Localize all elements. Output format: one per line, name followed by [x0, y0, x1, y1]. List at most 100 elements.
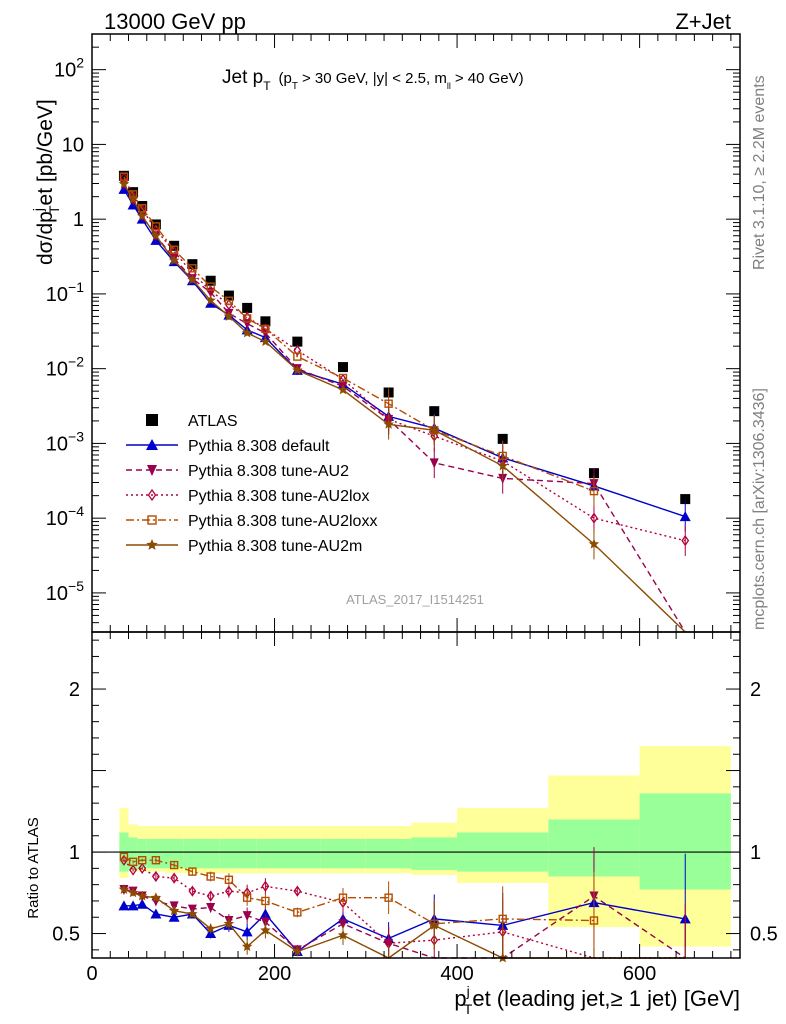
- x-tick-label: 600: [623, 963, 656, 985]
- x-tick-label: 200: [258, 963, 291, 985]
- legend-entry-atlas: ATLAS: [146, 413, 238, 430]
- y-tick-label: 10−4: [46, 503, 84, 530]
- ratio-band-inner: [165, 839, 184, 869]
- ratio-y-tick-label: 2: [750, 679, 761, 701]
- legend-label-au2lox: Pythia 8.308 tune-AU2lox: [188, 488, 369, 505]
- ratio-point-au2loxx: [119, 852, 129, 862]
- ratio-point-default: [150, 908, 162, 919]
- data-point-au2loxx: [293, 352, 302, 361]
- legend-marker: [146, 539, 158, 550]
- ratio-point-au2lox: [188, 885, 197, 897]
- data-point-au2m: [588, 538, 600, 549]
- legend-marker: [147, 488, 157, 502]
- legend-entry-default: Pythia 8.308 default: [126, 438, 330, 455]
- y-tick-label: 10−1: [46, 279, 84, 306]
- ratio-y-tick-label: 1: [69, 842, 80, 864]
- data-point-au2m: [127, 193, 139, 204]
- data-point-au2m: [187, 274, 198, 285]
- data-point-au2m: [260, 336, 271, 347]
- ratio-series-au2m: [118, 884, 686, 963]
- data-point-au2m: [241, 327, 253, 338]
- legend-marker: [146, 414, 158, 426]
- ratio-point-au2loxx: [293, 908, 302, 917]
- data-point-atlas: [680, 494, 691, 505]
- rivet-label: Rivet 3.1.10, ≥ 2.2M events: [751, 75, 768, 270]
- ratio-y-tick-label: 0.5: [750, 924, 778, 946]
- series-au2: [119, 179, 686, 633]
- ratio-point-au2loxx: [589, 916, 599, 925]
- data-point-au2lox: [261, 323, 270, 335]
- ratio-point-au2loxx: [261, 896, 270, 906]
- data-point-au2loxx: [338, 373, 348, 383]
- ratio-band-inner: [411, 837, 458, 870]
- series-line-au2loxx: [123, 176, 595, 492]
- data-point-au2loxx: [384, 399, 393, 408]
- ratio-point-au2m: [137, 890, 148, 901]
- legend-entry-au2: Pythia 8.308 tune-AU2: [126, 463, 349, 480]
- legend-entry-au2loxx: Pythia 8.308 tune-AU2loxx: [126, 513, 377, 530]
- ratio-point-au2m: [241, 941, 253, 951]
- data-point-au2loxx: [589, 486, 599, 496]
- data-point-au2m: [497, 460, 508, 471]
- data-point-atlas: [223, 290, 234, 301]
- ratio-point-au2lox: [293, 885, 302, 897]
- series-line-au2m: [123, 183, 686, 633]
- ratio-y-tick-label: 1: [750, 842, 761, 864]
- legend-marker: [146, 439, 158, 450]
- ratio-point-default: [136, 898, 148, 909]
- ratio-band-inner: [128, 837, 138, 870]
- process-label: Z+Jet: [675, 9, 731, 34]
- y-tick-label: 10−3: [46, 428, 84, 455]
- data-point-au2loxx: [261, 324, 270, 334]
- analysis-watermark: ATLAS_2017_I1514251: [346, 592, 484, 607]
- legend-label-au2loxx: Pythia 8.308 tune-AU2loxx: [188, 513, 377, 530]
- ratio-point-au2lox: [224, 885, 233, 897]
- ratio-point-au2loxx: [498, 914, 507, 924]
- data-point-au2loxx: [242, 314, 252, 323]
- ratio-band-inner: [238, 839, 257, 869]
- energy-label: 13000 GeV pp: [104, 9, 246, 34]
- data-point-au2m: [137, 210, 148, 221]
- data-point-atlas: [205, 275, 216, 286]
- ratio-point-au2lox: [129, 864, 138, 876]
- data-point-au2m: [429, 424, 440, 435]
- ratio-band-inner: [219, 839, 239, 869]
- ratio-point-au2m: [150, 892, 162, 903]
- data-point-au2m: [223, 310, 235, 321]
- ratio-point-au2loxx: [188, 867, 197, 876]
- ratio-point-au2loxx: [224, 875, 234, 884]
- ratio-point-default: [241, 926, 253, 937]
- ratio-band-inner: [365, 839, 412, 869]
- ratio-point-au2m: [127, 887, 139, 898]
- ratio-point-au2: [242, 911, 252, 922]
- ratio-point-au2m: [292, 946, 303, 956]
- data-point-au2m: [337, 384, 349, 395]
- lower-y-axis-title: Ratio to ATLAS: [25, 817, 42, 918]
- ratio-point-au2lox: [206, 890, 215, 902]
- data-point-au2m: [383, 418, 394, 429]
- ratio-band-inner: [201, 839, 220, 869]
- legend-marker: [147, 515, 157, 525]
- data-point-au2lox: [339, 373, 347, 385]
- plot-title: Jet pT (pT > 30 GeV, |y| < 2.5, mll > 40 Ge…: [222, 67, 524, 93]
- series-line-au2lox: [123, 177, 686, 542]
- ratio-band-inner: [274, 839, 321, 869]
- ratio-point-au2loxx: [242, 893, 252, 902]
- data-point-atlas: [292, 336, 303, 347]
- data-point-atlas: [337, 362, 348, 373]
- x-tick-label: 0: [86, 963, 97, 985]
- series-au2loxx: [119, 172, 599, 507]
- y-tick-label: 10−5: [46, 578, 84, 605]
- ratio-y-tick-label: 2: [69, 679, 80, 701]
- ratio-point-au2m: [205, 923, 216, 934]
- ratio-band-inner: [137, 839, 147, 869]
- ratio-point-au2loxx: [384, 893, 393, 902]
- legend-label-au2m: Pythia 8.308 tune-AU2m: [188, 538, 362, 555]
- data-point-au2loxx: [151, 222, 161, 231]
- data-point-au2m: [168, 255, 180, 265]
- data-point-au2loxx: [169, 245, 179, 254]
- legend-marker: [147, 465, 157, 476]
- data-point-au2m: [150, 230, 162, 241]
- data-point-au2loxx: [188, 264, 197, 273]
- ratio-series-au2loxx: [119, 852, 599, 958]
